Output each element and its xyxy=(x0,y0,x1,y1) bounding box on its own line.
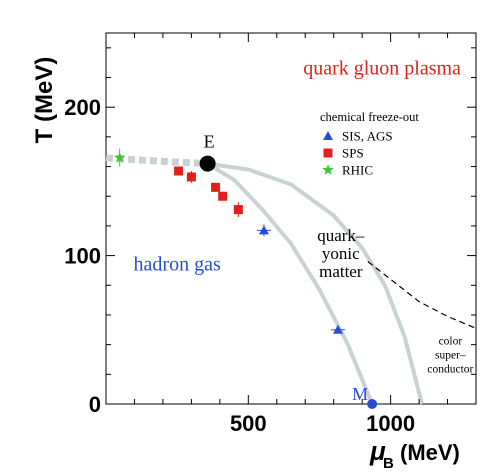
region-label-qgp: quark gluon plasma xyxy=(303,58,461,80)
legend-marker xyxy=(322,164,334,175)
x-tick-label: 1000 xyxy=(366,411,415,436)
x-axis-title: μ B (MeV) xyxy=(369,436,460,472)
legend-label: SIS, AGS xyxy=(342,129,393,144)
region-label-quarkyonic: yonic xyxy=(322,244,360,263)
data-point xyxy=(114,151,126,163)
x-axis-subscript: B xyxy=(383,455,394,472)
data-point xyxy=(332,324,343,334)
region-label-color-superconductor: super– xyxy=(435,350,466,362)
phase-curves xyxy=(105,154,477,405)
data-point xyxy=(258,225,269,235)
legend: chemical freeze-out SIS, AGS SPS RHIC xyxy=(312,106,445,179)
data-point xyxy=(174,166,184,176)
region-label-quarkyonic: matter xyxy=(319,262,363,281)
legend-marker xyxy=(323,148,333,158)
legend-marker xyxy=(323,131,333,140)
y-tick-label: 200 xyxy=(64,95,101,120)
critical-point-marker xyxy=(199,155,216,172)
plot-frame xyxy=(105,32,477,405)
region-label-quarkyonic: quark– xyxy=(317,226,365,245)
legend-entries: SIS, AGS SPS RHIC xyxy=(322,129,393,178)
legend-label: SPS xyxy=(342,146,364,161)
legend-title: chemical freeze-out xyxy=(320,110,419,124)
region-label-hadron-gas: hadron gas xyxy=(134,253,221,275)
axis-ticks xyxy=(106,33,476,404)
tick-labels: 500 1000 0 100 200 xyxy=(64,95,415,436)
point-m-label: M xyxy=(352,384,368,404)
region-label-color-superconductor: color xyxy=(439,336,463,348)
point-m-marker xyxy=(367,399,378,409)
y-tick-label: 0 xyxy=(89,392,101,417)
x-tick-label: 500 xyxy=(230,411,267,436)
phase-transition-curve xyxy=(206,161,374,405)
quarkyonic-boundary-curve xyxy=(207,161,424,405)
x-axis-unit: (MeV) xyxy=(400,440,460,465)
color-superconductor-boundary xyxy=(367,261,477,329)
y-axis-title: T (MeV) xyxy=(31,57,58,144)
data-points xyxy=(114,148,345,334)
region-label-color-superconductor: conductor xyxy=(427,364,473,376)
legend-box xyxy=(312,106,445,179)
data-point xyxy=(233,205,243,215)
data-point xyxy=(218,191,228,201)
legend-label: RHIC xyxy=(342,163,373,178)
y-tick-label: 100 xyxy=(64,244,101,269)
data-point xyxy=(211,182,221,192)
x-axis-symbol: μ xyxy=(369,436,386,466)
critical-point-label: E xyxy=(204,132,215,152)
data-point xyxy=(186,172,196,182)
